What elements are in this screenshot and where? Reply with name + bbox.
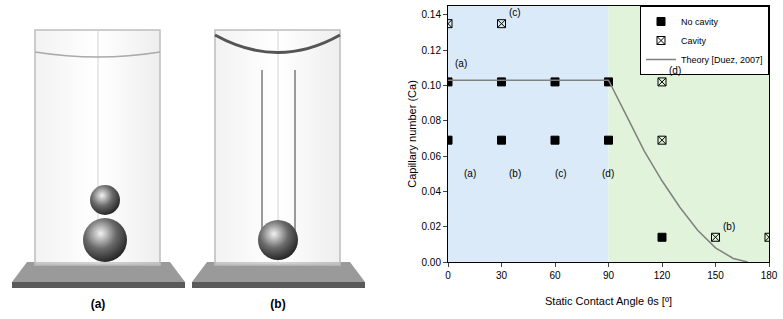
svg-text:60: 60: [549, 270, 561, 281]
svg-text:(b): (b): [723, 221, 735, 232]
svg-text:(b): (b): [270, 297, 285, 311]
svg-text:0.06: 0.06: [422, 151, 442, 162]
svg-text:0.04: 0.04: [422, 186, 442, 197]
svg-text:0.08: 0.08: [422, 115, 442, 126]
svg-text:0.10: 0.10: [422, 80, 442, 91]
svg-text:0.02: 0.02: [422, 221, 442, 232]
svg-text:Theory [Duez, 2007]: Theory [Duez, 2007]: [681, 55, 763, 65]
svg-text:90: 90: [603, 270, 615, 281]
svg-text:Capillary number (Ca): Capillary number (Ca): [406, 80, 418, 188]
svg-text:150: 150: [707, 270, 724, 281]
svg-text:120: 120: [654, 270, 671, 281]
svg-text:(a): (a): [91, 297, 106, 311]
svg-text:(c): (c): [509, 7, 521, 18]
svg-text:(d): (d): [669, 65, 681, 76]
svg-text:0.12: 0.12: [422, 45, 442, 56]
svg-text:0.00: 0.00: [422, 257, 442, 268]
svg-text:(a): (a): [464, 168, 476, 179]
svg-text:Cavity: Cavity: [681, 36, 707, 46]
svg-text:(b): (b): [509, 168, 521, 179]
svg-text:(a): (a): [455, 58, 467, 69]
svg-text:No cavity: No cavity: [681, 17, 719, 27]
svg-text:Static Contact Angle θs [º]: Static Contact Angle θs [º]: [545, 295, 672, 307]
svg-text:(c): (c): [555, 168, 567, 179]
svg-text:0.14: 0.14: [422, 9, 442, 20]
svg-text:(d): (d): [602, 168, 614, 179]
svg-text:180: 180: [761, 270, 778, 281]
svg-text:30: 30: [496, 270, 508, 281]
svg-text:0: 0: [445, 270, 451, 281]
